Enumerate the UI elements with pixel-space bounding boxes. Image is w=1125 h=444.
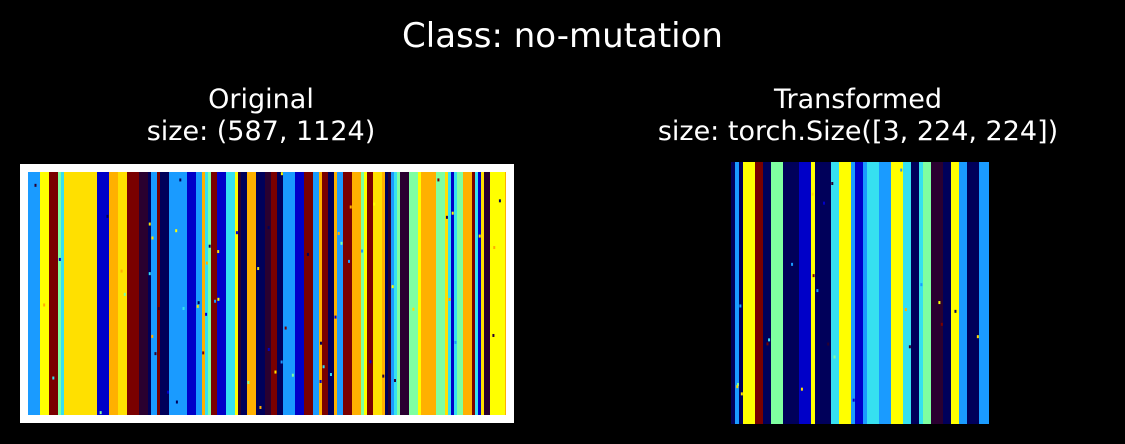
transformed-size-label: size: torch.Size([3, 224, 224]): [657, 116, 1059, 147]
original-size-label: size: (587, 1124): [146, 116, 376, 147]
original-stripe-pattern: [28, 172, 506, 415]
transformed-image: [731, 162, 989, 424]
original-panel-title: Original size: (587, 1124): [61, 84, 461, 148]
transformed-stripe-pattern: [731, 162, 989, 424]
figure-title: Class: no-mutation: [402, 16, 723, 56]
original-image: [28, 172, 506, 415]
original-title-line1: Original: [208, 84, 314, 115]
transformed-panel-title: Transformed size: torch.Size([3, 224, 22…: [558, 84, 1125, 148]
original-image-frame: [20, 164, 514, 423]
transformed-title-line1: Transformed: [773, 84, 943, 115]
